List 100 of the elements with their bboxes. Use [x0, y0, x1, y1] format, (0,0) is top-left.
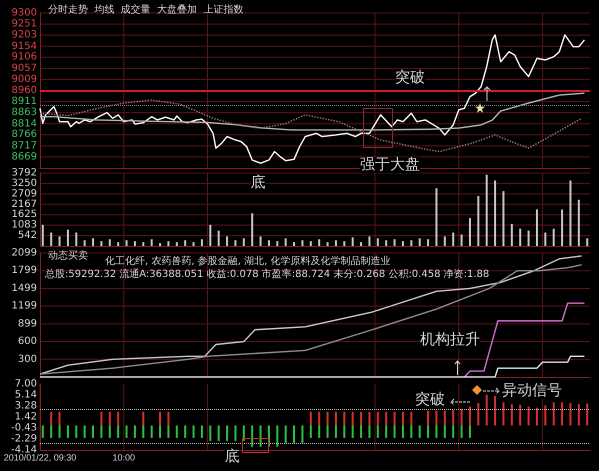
bar: [435, 425, 438, 438]
bar: [276, 241, 278, 246]
bar: [318, 412, 320, 426]
bar: [260, 425, 262, 447]
bar: [486, 394, 488, 426]
bar: [444, 236, 446, 246]
bar: [100, 241, 102, 246]
y-tick-label: 9203: [12, 30, 37, 41]
bar: [368, 236, 370, 246]
bar: [108, 425, 111, 438]
bar: [117, 242, 120, 246]
bar: [460, 408, 463, 426]
y-tick-label: 9251: [12, 18, 37, 30]
y-tick-label: 2709: [12, 188, 37, 200]
annotation: 总股:59292.32 流通A:36388.051 收益:0.078 市盈率:88.724 未分:0.268 公积:0.458 净资:1.88: [45, 268, 490, 280]
line-series: [39, 99, 582, 152]
bar: [150, 425, 153, 438]
bar: [427, 410, 430, 426]
bar: [376, 238, 379, 246]
bar: [536, 209, 538, 246]
bar: [510, 224, 513, 246]
bar: [352, 237, 354, 246]
bar: [58, 412, 61, 426]
y-tick-label: 9009: [12, 74, 37, 85]
y-tick-label: -0.43: [11, 422, 37, 434]
bar: [251, 425, 254, 447]
y-tick-label: 8717: [12, 140, 37, 152]
bar: [218, 425, 220, 441]
bar: [528, 230, 530, 246]
bar: [578, 200, 580, 246]
bar: [301, 425, 304, 444]
bar: [360, 425, 362, 438]
y-tick-label: 5.14: [14, 390, 37, 401]
annotation: 突破: [415, 390, 445, 408]
bar: [334, 412, 337, 426]
y-tick-label: 9300: [12, 8, 37, 18]
bar: [578, 404, 580, 426]
bar: [586, 404, 588, 426]
bar: [268, 240, 270, 246]
bar: [176, 242, 178, 246]
chart-title: 动态买卖: [48, 250, 88, 262]
bar: [108, 412, 111, 426]
bar: [418, 238, 421, 246]
bar: [468, 425, 471, 438]
bar: [318, 425, 320, 438]
bar: [394, 239, 396, 246]
bar: [435, 410, 438, 426]
bar: [552, 228, 555, 246]
bar: [108, 239, 111, 246]
bar: [343, 425, 346, 438]
annotation: 底: [224, 447, 240, 466]
y-tick-label: -2.29: [11, 434, 37, 445]
bar: [284, 425, 287, 444]
bar: [460, 425, 463, 438]
bar: [427, 239, 430, 246]
bar: [444, 425, 446, 438]
x-tick-label: 2010/01/22, 09:30: [4, 452, 76, 462]
bar: [394, 425, 396, 438]
bar: [209, 224, 212, 246]
bar: [468, 218, 471, 246]
y-tick-label: 300: [18, 354, 37, 365]
bar: [343, 412, 346, 426]
bar: [569, 402, 572, 426]
bar: [260, 236, 262, 246]
y-tick-label: 2167: [12, 198, 37, 210]
bar: [200, 425, 203, 438]
y-tick-label: 7.00: [14, 378, 37, 390]
y-tick-label: 1083: [12, 220, 37, 231]
bar: [226, 425, 228, 441]
bar: [126, 425, 128, 438]
y-tick-label: 9106: [12, 52, 37, 63]
bar: [368, 412, 370, 426]
bar: [242, 425, 245, 441]
bar: [117, 425, 120, 438]
bar: [310, 412, 312, 426]
bar: [460, 234, 463, 246]
bar: [92, 238, 94, 246]
bar: [167, 412, 170, 426]
bar: [352, 425, 354, 438]
bar: [75, 232, 78, 246]
annotation: 异动信号: [502, 381, 562, 400]
y-tick-label: 8911: [12, 96, 37, 108]
y-tick-label: 600: [18, 336, 37, 348]
y-tick-label: 3.28: [14, 400, 37, 412]
bar: [326, 412, 329, 426]
bar: [234, 240, 236, 246]
y-tick-label: 1625: [12, 209, 37, 220]
y-tick-label: 2099: [12, 248, 37, 258]
bar: [544, 405, 546, 426]
bar: [343, 241, 346, 246]
y-tick-label: -4.14: [11, 444, 37, 456]
bar: [251, 213, 254, 246]
bar: [561, 209, 564, 246]
bar: [209, 425, 212, 441]
bar: [226, 236, 228, 246]
bar: [84, 425, 86, 438]
bar: [66, 425, 69, 438]
bar: [276, 425, 278, 447]
bar: [75, 425, 78, 438]
bar: [50, 232, 52, 246]
